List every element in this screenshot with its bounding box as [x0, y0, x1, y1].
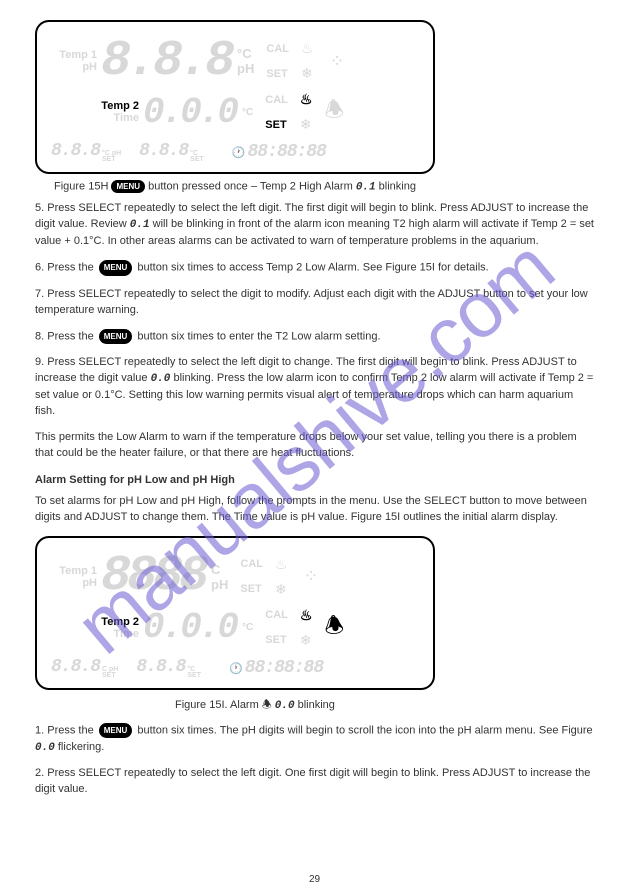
snow-icon-4: ❄	[300, 632, 313, 649]
menu-button-inline-2: MENU	[99, 329, 133, 345]
bubble-icon-2: ⁘	[304, 566, 319, 587]
section-header-alarm: Alarm Setting for pH Low and pH High	[35, 474, 594, 486]
time-label-2: Time	[51, 628, 139, 640]
figure-caption-1: Figure 15H MENU button pressed once – Te…	[35, 180, 435, 193]
temp2-label-2: Temp 2	[51, 616, 139, 628]
preset-2b: 8.8.8 °CSET	[136, 657, 201, 680]
step-6: 6. Press the MENU button six times to ac…	[35, 260, 594, 277]
unit-col-1: °C pH	[231, 46, 260, 76]
calset-col-3: CAL SET	[234, 552, 269, 602]
timer-group: 🕐 88:88:88	[232, 142, 326, 162]
preset2b-unit: °CSET	[187, 667, 201, 680]
clock-icon-2: 🕐	[229, 662, 243, 675]
snow-icon-1: ❄	[301, 65, 314, 82]
set-label-4: SET	[265, 634, 288, 646]
snow-icon-2: ❄	[300, 116, 313, 133]
clock-icon: 🕐	[232, 146, 246, 159]
menu-button-caption: MENU	[111, 180, 145, 193]
lcd-row3: 8.8.8 °C pHSET 8.8.8 °CSET 🕐 88:88:88	[51, 140, 419, 164]
preset-1b: 8.8.8 C pHSET	[51, 657, 118, 680]
celsius-unit-4: °C	[242, 622, 253, 633]
heat-cool-col-1: ♨ ❄	[295, 36, 320, 86]
heat-cool-col-2: ♨ ❄	[294, 87, 319, 137]
preset2b-digits: 8.8.8	[136, 657, 185, 677]
step-8: 8. Press the MENU button six times to en…	[35, 329, 594, 346]
celsius-unit: °C	[237, 46, 254, 61]
sub-digits-1: 0.0.0	[143, 92, 236, 133]
figure-caption-2: Figure 15I. Alarm 🕭 0.0 blinking	[175, 696, 594, 715]
cal-label-1: CAL	[266, 43, 289, 55]
heat-icon-1: ♨	[301, 40, 314, 57]
temp1-label-2: Temp 1	[51, 565, 97, 577]
time-label: Time	[51, 112, 139, 124]
preset2-digits: 8.8.8	[139, 141, 188, 161]
main-digits-2: 8888	[101, 548, 205, 605]
lcd2-row3: 8.8.8 C pHSET 8.8.8 °CSET 🕐 88:88:88	[51, 656, 419, 680]
bell-icon-caption: 🕭	[262, 699, 272, 711]
unit-col-3: C pH	[205, 562, 234, 592]
calset-col-2: CAL SET	[259, 87, 294, 137]
set-label-1: SET	[266, 68, 289, 80]
lcd-row1: Temp 1 pH 8.8.8 °C pH CAL SET ♨ ❄ ⁘	[51, 32, 419, 90]
unit-col-2: °C	[236, 107, 259, 118]
temp2-label: Temp 2	[51, 100, 139, 112]
step-9: 9. Press SELECT repeatedly to select the…	[35, 355, 594, 420]
temp2-label-group: Temp 2 Time	[51, 100, 143, 124]
heat-icon-3: ♨	[275, 556, 288, 573]
step-9b: This permits the Low Alarm to warn if th…	[35, 430, 594, 462]
celsius-unit-3: C	[211, 562, 228, 577]
step-1b: 1. Press the MENU button six times. The …	[35, 723, 594, 757]
lcd-panel-2: Temp 1 pH 8888 C pH CAL SET ♨ ❄ ⁘ Temp 2…	[35, 536, 435, 690]
ph-label: pH	[51, 61, 97, 73]
bubble-icon: ⁘	[330, 51, 345, 72]
bell-icon-2: 🕭	[324, 609, 344, 647]
lcd-row2: Temp 2 Time 0.0.0 °C CAL SET ♨ ❄ 🕭	[51, 88, 419, 136]
alarm-intro: To set alarms for pH Low and pH High, fo…	[35, 494, 594, 526]
preset-1: 8.8.8 °C pHSET	[51, 141, 121, 164]
step-2b: 2. Press SELECT repeatedly to select the…	[35, 766, 594, 798]
heat-icon-2: ♨	[300, 91, 313, 108]
cal-label-3: CAL	[240, 558, 263, 570]
menu-button-inline-1: MENU	[99, 260, 133, 276]
heat-cool-col-4: ♨ ❄	[294, 603, 319, 653]
main-digits-1: 8.8.8	[101, 33, 231, 90]
ph-label-2: pH	[51, 577, 97, 589]
sub-digits-2: 0.0.0	[143, 607, 236, 648]
temp1-label-group-2: Temp 1 pH	[51, 565, 101, 589]
preset1b-unit: C pHSET	[102, 667, 118, 680]
heat-icon-4: ♨	[300, 607, 313, 624]
timer-group-2: 🕐 88:88:88	[229, 658, 323, 678]
celsius-unit-2: °C	[242, 107, 253, 118]
set-label-2: SET	[265, 119, 288, 131]
page-number: 29	[0, 874, 629, 885]
set-label-3: SET	[240, 583, 263, 595]
cal-label-2: CAL	[265, 94, 288, 106]
lcd2-row1: Temp 1 pH 8888 C pH CAL SET ♨ ❄ ⁘	[51, 548, 419, 606]
ph-unit: pH	[237, 61, 254, 76]
preset1-unit: °C pHSET	[102, 151, 121, 164]
temp2-label-group-2: Temp 2 Time	[51, 616, 143, 640]
heat-cool-col-3: ♨ ❄	[269, 552, 294, 602]
temp1-label-group: Temp 1 pH	[51, 49, 101, 73]
lcd-panel-1: Temp 1 pH 8.8.8 °C pH CAL SET ♨ ❄ ⁘ Temp…	[35, 20, 435, 174]
temp1-label: Temp 1	[51, 49, 97, 61]
ph-unit-2: pH	[211, 577, 228, 592]
calset-col-4: CAL SET	[259, 603, 294, 653]
menu-button-inline-3: MENU	[99, 723, 133, 739]
snow-icon-3: ❄	[275, 581, 288, 598]
unit-col-4: °C	[236, 622, 259, 633]
step-7: 7. Press SELECT repeatedly to select the…	[35, 287, 594, 319]
bell-icon-1: 🕭	[324, 93, 344, 131]
preset1-digits: 8.8.8	[51, 141, 100, 161]
timer-digits: 88:88:88	[248, 142, 326, 162]
preset1b-digits: 8.8.8	[51, 657, 100, 677]
timer-digits-2: 88:88:88	[245, 658, 323, 678]
step-5: 5. Press SELECT repeatedly to select the…	[35, 201, 594, 250]
cal-label-4: CAL	[265, 609, 288, 621]
lcd2-row2: Temp 2 Time 0.0.0 °C CAL SET ♨ ❄ 🕭	[51, 604, 419, 652]
calset-col-1: CAL SET	[260, 36, 295, 86]
preset-2: 8.8.8 °CSET	[139, 141, 204, 164]
preset2-unit: °CSET	[190, 151, 204, 164]
